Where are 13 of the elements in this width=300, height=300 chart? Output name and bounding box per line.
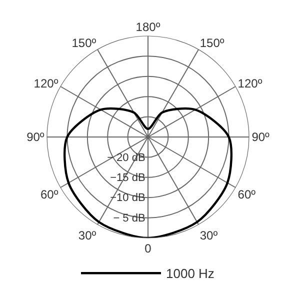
spoke-label: 120º (238, 76, 263, 91)
spoke-label: 30º (200, 228, 218, 242)
spoke-label: 90º (26, 130, 45, 144)
spoke-label: 30º (78, 228, 97, 242)
spoke-label: 120º (34, 76, 59, 91)
spoke-label: 150º (72, 36, 97, 50)
spoke-label: 60º (40, 187, 59, 202)
spoke-label: 60º (238, 187, 256, 202)
spoke-label: 180º (136, 20, 161, 34)
spoke-label: 0 (144, 242, 152, 256)
text: 1000 Hz (166, 266, 214, 282)
spoke-label: 150º (200, 36, 225, 50)
spoke-label: 90º (252, 130, 270, 144)
